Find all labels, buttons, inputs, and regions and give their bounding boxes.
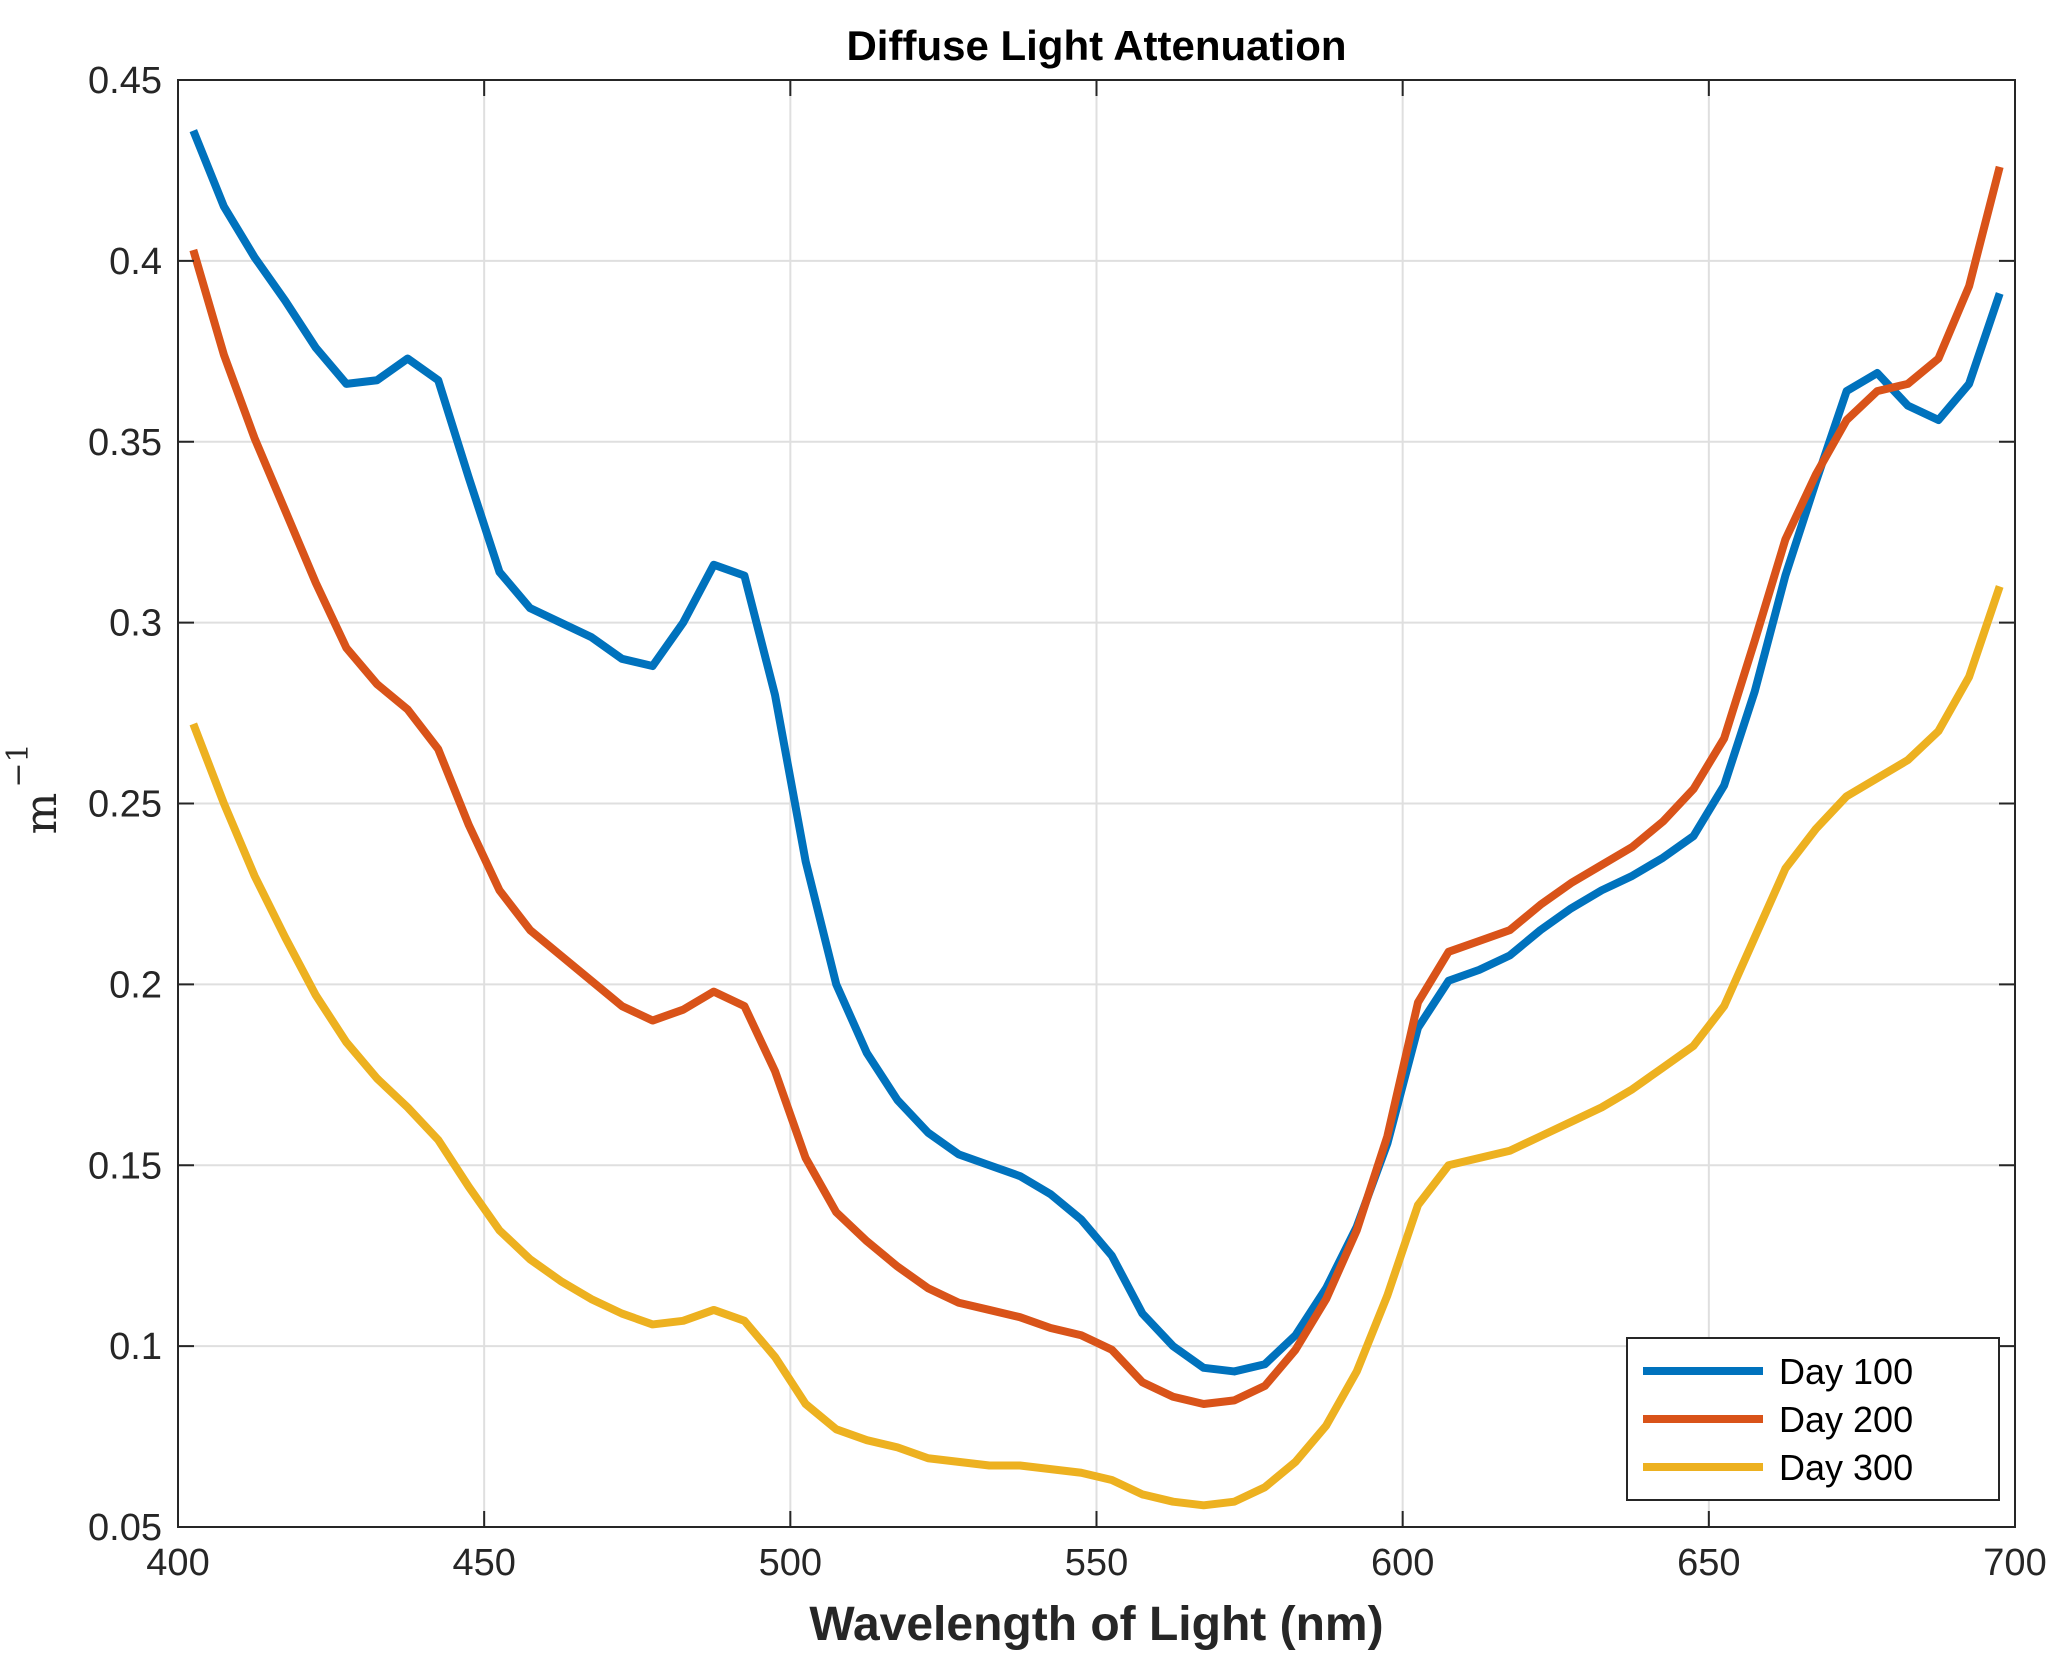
x-tick-label: 650 [1677, 1542, 1740, 1584]
y-tick-label: 0.25 [88, 784, 162, 826]
x-tick-label: 450 [452, 1542, 515, 1584]
y-tick-label: 0.05 [88, 1507, 162, 1549]
y-tick-label: 0.2 [109, 964, 162, 1006]
y-axis-label: m −1 [1, 743, 67, 834]
series-line-day-100 [189, 129, 2004, 1376]
legend: Day 100 Day 200 Day 300 [1626, 1337, 2000, 1501]
series-line-day-200 [189, 165, 2004, 1409]
x-tick-label: 600 [1371, 1542, 1434, 1584]
chart-title: Diffuse Light Attenuation [846, 22, 1346, 69]
y-axis-label-base: m [16, 793, 67, 835]
y-tick-label: 0.15 [88, 1145, 162, 1187]
legend-label: Day 200 [1779, 1399, 1913, 1440]
grid [178, 80, 2015, 1527]
y-tick-label: 0.35 [88, 422, 162, 464]
y-tick-label: 0.3 [109, 603, 162, 645]
legend-label: Day 100 [1779, 1351, 1913, 1392]
y-tick-label: 0.4 [109, 241, 162, 283]
y-tick-label: 0.1 [109, 1326, 162, 1368]
legend-label: Day 300 [1779, 1447, 1913, 1488]
axis-ticks: 400 450 500 550 600 650 700 0.05 0.1 0.15 0.2 0.25 0… [88, 60, 2047, 1584]
x-tick-label: 700 [1983, 1542, 2046, 1584]
x-tick-label: 550 [1065, 1542, 1128, 1584]
y-axis-label-exponent: −1 [1, 743, 36, 787]
x-tick-label: 500 [759, 1542, 822, 1584]
series-lines [189, 129, 2004, 1510]
x-tick-label: 400 [146, 1542, 209, 1584]
series-line-day-300 [189, 585, 2004, 1510]
x-axis-label: Wavelength of Light (nm) [809, 1598, 1383, 1651]
y-tick-label: 0.45 [88, 60, 162, 102]
